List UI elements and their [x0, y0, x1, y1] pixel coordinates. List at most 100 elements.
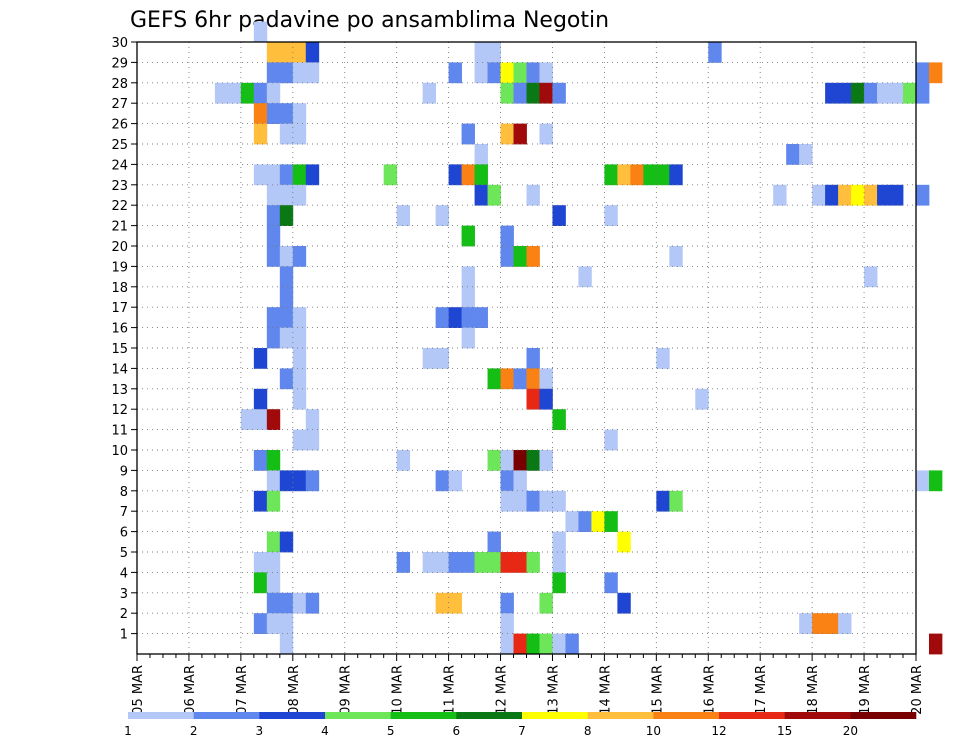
heatmap-cell: [630, 164, 644, 186]
legend-label: 5: [387, 724, 395, 738]
heatmap-cell: [253, 82, 268, 104]
heatmap-cell: [552, 490, 566, 512]
heatmap-cell: [448, 62, 462, 84]
heatmap-cell: [669, 490, 683, 512]
heatmap-cell: [305, 164, 320, 186]
heatmap-cell: [916, 184, 930, 206]
heatmap-cell: [253, 123, 268, 145]
heatmap-cell: [526, 184, 540, 206]
heatmap-cell: [539, 388, 553, 410]
y-tick-label: 12: [111, 403, 128, 418]
heatmap-cell: [253, 409, 268, 430]
heatmap-cell: [435, 592, 449, 614]
chart-title: GEFS 6hr padavine po ansamblima Negotin: [130, 8, 609, 33]
heatmap-cell: [266, 450, 281, 471]
heatmap-cell: [513, 633, 527, 655]
grid: [137, 42, 916, 654]
legend-label: 20: [843, 724, 858, 738]
heatmap-cell: [591, 511, 605, 532]
x-tick-label: 18 MAR: [806, 665, 821, 715]
heatmap-cell: [578, 511, 592, 532]
heatmap-cell: [266, 225, 281, 247]
x-tick-label: 14 MAR: [598, 665, 613, 715]
heatmap-cell: [812, 613, 826, 634]
heatmap-cell: [539, 490, 553, 512]
heatmap-cell: [656, 348, 670, 369]
heatmap-cell: [253, 103, 268, 124]
heatmap-cell: [461, 307, 475, 328]
heatmap-cell: [526, 450, 540, 471]
heatmap-cell: [396, 450, 411, 471]
heatmap-cell: [565, 511, 579, 532]
heatmap-cell: [513, 552, 527, 573]
heatmap-cell: [266, 205, 281, 226]
heatmap-cell: [266, 103, 281, 124]
heatmap-cell: [461, 164, 475, 186]
heatmap-cell: [838, 613, 852, 634]
heatmap-cell: [253, 388, 268, 410]
heatmap-cell: [253, 490, 268, 512]
heatmap-cell: [448, 552, 462, 573]
heatmap-cell: [851, 184, 865, 206]
heatmap-cell: [513, 490, 527, 512]
heatmap-cell: [643, 164, 657, 186]
y-tick-label: 14: [111, 362, 128, 377]
heatmap-cell: [487, 531, 501, 553]
heatmap-cell: [825, 613, 839, 634]
heatmap-cell: [928, 62, 943, 84]
heatmap-cell: [383, 164, 398, 186]
heatmap-cell: [279, 266, 294, 288]
heatmap-cell: [474, 164, 488, 186]
heatmap-cell: [292, 42, 307, 63]
heatmap-cell: [864, 184, 878, 206]
x-tick-label: 10 MAR: [391, 665, 406, 715]
heatmap-cell: [500, 82, 514, 104]
heatmap-cell: [526, 368, 540, 390]
x-tick-label: 17 MAR: [754, 665, 769, 715]
y-tick-label: 7: [120, 505, 128, 520]
heatmap-cell: [435, 552, 449, 573]
heatmap-cell: [305, 409, 320, 430]
y-tick-label: 6: [120, 526, 128, 541]
heatmap-cell: [279, 470, 294, 492]
heatmap-cell: [214, 82, 229, 104]
y-tick-label: 21: [111, 220, 128, 235]
heatmap-cell: [617, 164, 631, 186]
legend-swatch: [784, 712, 851, 719]
y-tick-label: 29: [111, 56, 128, 71]
heatmap-cell: [279, 103, 294, 124]
heatmap-cell: [825, 184, 839, 206]
heatmap-cell: [422, 348, 437, 369]
heatmap-cell: [253, 450, 268, 471]
heatmap-cell: [292, 470, 307, 492]
y-tick-label: 22: [111, 199, 128, 214]
heatmap-cell: [292, 103, 307, 124]
heatmap-cell: [617, 592, 631, 614]
legend-swatch: [128, 712, 194, 719]
heatmap-cell: [474, 62, 488, 84]
heatmap-cell: [812, 184, 826, 206]
heatmap-cell: [526, 82, 540, 104]
heatmap-cell: [305, 470, 320, 492]
heatmap-cell: [266, 184, 281, 206]
heatmap-cell: [604, 429, 618, 451]
heatmap-cell: [266, 246, 281, 267]
heatmap-cell: [474, 144, 488, 165]
heatmap-cell: [487, 368, 501, 390]
heatmap-cell: [305, 42, 320, 63]
y-tick-label: 8: [120, 485, 128, 500]
heatmap-cell: [279, 123, 294, 145]
heatmap-cell: [292, 388, 307, 410]
y-axis: 1234567891011121314151617181920212223242…: [111, 36, 137, 643]
heatmap-cell: [669, 246, 683, 267]
y-tick-label: 5: [120, 546, 128, 561]
heatmap-cell: [266, 307, 281, 328]
heatmap-cell: [279, 184, 294, 206]
y-tick-label: 23: [111, 179, 128, 194]
legend-swatch: [587, 712, 654, 719]
legend-swatch: [850, 712, 917, 719]
heatmap-cell: [279, 62, 294, 84]
heatmap-cell: [552, 552, 566, 573]
legend-label: 8: [584, 724, 592, 738]
